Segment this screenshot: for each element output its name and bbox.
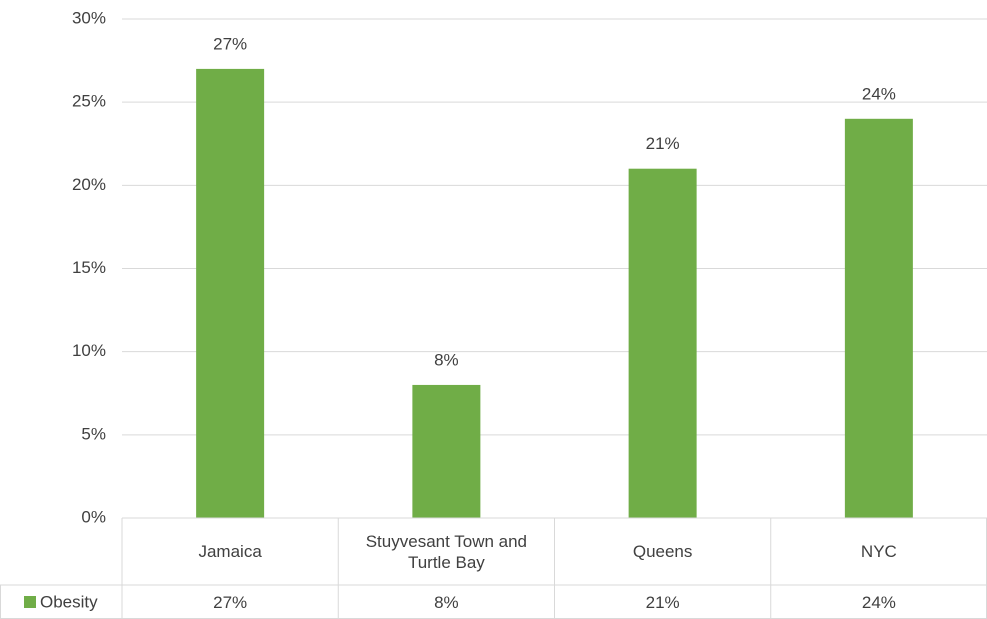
- bar: [196, 68, 265, 519]
- data-label: 21%: [646, 134, 680, 153]
- table-value: 21%: [645, 592, 680, 612]
- bar: [412, 384, 481, 518]
- y-tick-label: 20%: [72, 175, 106, 194]
- data-label: 27%: [213, 34, 247, 53]
- legend-key: [24, 596, 36, 608]
- y-tick-label: 10%: [72, 341, 106, 360]
- y-tick-label: 15%: [72, 258, 106, 277]
- data-label: 8%: [434, 350, 459, 369]
- table-value: 27%: [213, 592, 248, 612]
- category-label: Stuyvesant Town and Turtle Bay: [365, 531, 528, 572]
- table-value: 8%: [434, 592, 459, 612]
- y-tick-label: 5%: [81, 424, 106, 443]
- category-label: NYC: [860, 542, 897, 561]
- data-label: 24%: [862, 84, 896, 103]
- y-tick-label: 25%: [72, 92, 106, 111]
- y-tick-label: 30%: [72, 8, 106, 27]
- bar: [628, 168, 697, 518]
- y-tick-label: 0%: [81, 507, 106, 526]
- table-value: 24%: [861, 592, 896, 612]
- category-label: Queens: [632, 542, 693, 561]
- legend-label: Obesity: [40, 592, 98, 611]
- category-label: Jamaica: [198, 542, 262, 561]
- bar: [844, 118, 913, 519]
